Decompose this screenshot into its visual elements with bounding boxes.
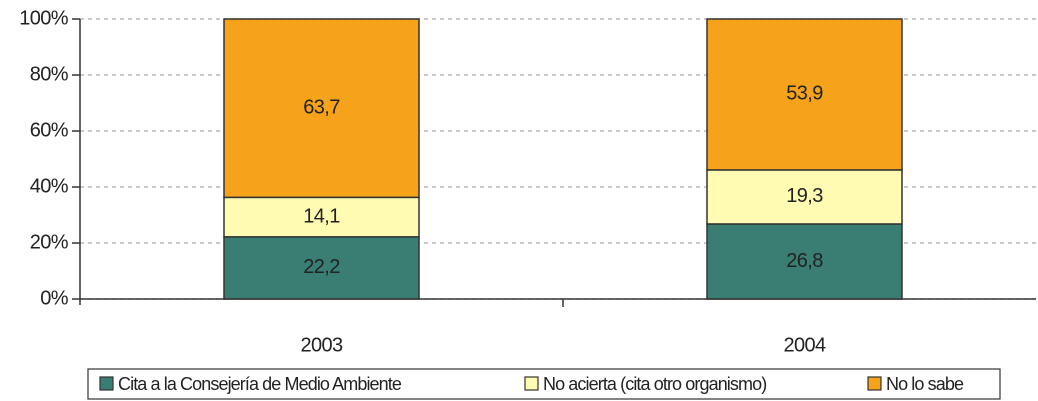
legend-swatch [524, 376, 539, 391]
value-label: 26,8 [786, 250, 823, 272]
y-tick-label: 40% [30, 175, 69, 197]
value-label: 19,3 [786, 185, 823, 207]
legend-label: No lo sabe [886, 374, 964, 394]
bar-segment [706, 169, 903, 225]
bar-segment [706, 223, 903, 300]
value-label: 53,9 [786, 83, 823, 105]
y-tick-label: 20% [30, 231, 69, 253]
x-tick-label: 2003 [300, 334, 343, 356]
legend-label: Cita a la Consejería de Medio Ambiente [118, 374, 402, 394]
y-tick-label: 60% [30, 119, 69, 141]
bar-segment [223, 236, 420, 300]
legend-label: No acierta (cita otro organismo) [543, 374, 766, 394]
value-label: 22,2 [303, 256, 340, 278]
y-tick-label: 80% [30, 63, 69, 85]
value-label: 14,1 [303, 205, 340, 227]
legend-swatch [99, 376, 114, 391]
y-tick-label: 100% [19, 7, 69, 29]
legend-box [87, 368, 1001, 400]
x-tick-label: 2004 [783, 334, 826, 356]
bar-segment [223, 18, 420, 199]
bar-segment [223, 196, 420, 238]
legend-swatch [867, 376, 882, 391]
value-label: 63,7 [303, 96, 340, 118]
bar-segment [706, 18, 903, 171]
y-tick-label: 0% [40, 287, 69, 309]
